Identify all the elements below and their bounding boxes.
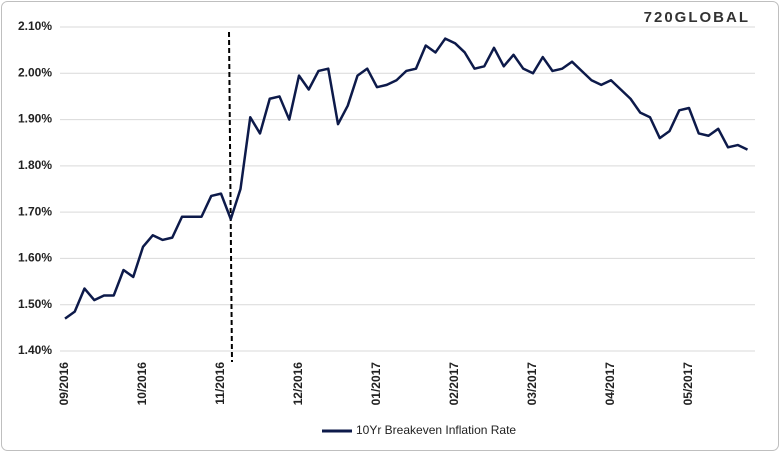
logo: 720GLOBAL bbox=[644, 9, 750, 26]
x-tick-label: 04/2017 bbox=[603, 362, 617, 406]
y-tick-label: 1.50% bbox=[18, 297, 52, 311]
y-tick-label: 1.60% bbox=[18, 251, 52, 265]
y-tick-label: 1.90% bbox=[18, 112, 52, 126]
x-tick-label: 09/2016 bbox=[57, 362, 71, 406]
x-tick-label: 12/2016 bbox=[291, 362, 305, 406]
y-tick-label: 1.70% bbox=[18, 204, 52, 218]
y-tick-label: 1.80% bbox=[18, 158, 52, 172]
x-tick-label: 05/2017 bbox=[681, 362, 695, 406]
x-tick-label: 02/2017 bbox=[447, 362, 461, 406]
event-marker bbox=[228, 31, 233, 363]
legend-label: 10Yr Breakeven Inflation Rate bbox=[356, 423, 516, 437]
x-tick-label: 10/2016 bbox=[135, 362, 149, 406]
y-tick-label: 1.40% bbox=[18, 343, 52, 357]
y-tick-label: 2.00% bbox=[18, 65, 52, 79]
x-tick-label: 11/2016 bbox=[213, 362, 227, 405]
data-line bbox=[64, 37, 749, 320]
y-tick-label: 2.10% bbox=[18, 19, 52, 33]
x-tick-label: 01/2017 bbox=[369, 362, 383, 406]
x-tick-label: 03/2017 bbox=[525, 362, 539, 406]
